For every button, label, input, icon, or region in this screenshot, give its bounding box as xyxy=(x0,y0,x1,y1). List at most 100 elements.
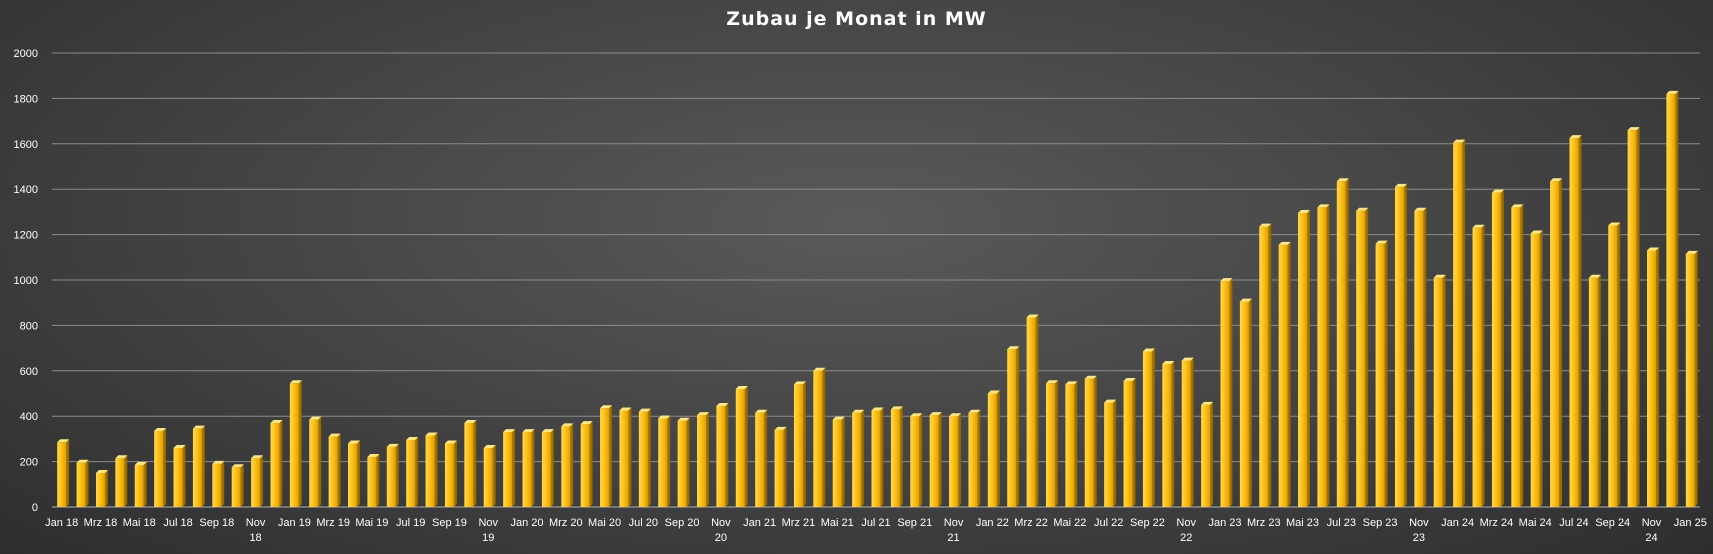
bar xyxy=(774,426,787,507)
bar xyxy=(522,429,535,507)
bar xyxy=(1084,375,1097,507)
bar xyxy=(929,412,942,507)
x-tick-label: Nov 20 xyxy=(711,517,731,544)
x-tick-label: Mai 22 xyxy=(1053,517,1086,529)
y-tick-label: 200 xyxy=(20,457,38,469)
x-tick-label: Jan 22 xyxy=(976,517,1009,529)
bar xyxy=(1007,346,1020,507)
bar xyxy=(406,437,419,507)
bar xyxy=(57,439,70,507)
x-axis-tick-labels: Jan 18 Mrz 18 Mai 18 Jul 18 Sep 18 Nov 18 Jan 1… xyxy=(45,517,1707,544)
bar xyxy=(134,462,147,507)
bar xyxy=(173,444,186,507)
bar xyxy=(1453,139,1466,508)
y-tick-label: 800 xyxy=(20,320,38,332)
x-tick-label: Jul 22 xyxy=(1094,517,1123,529)
bar xyxy=(910,413,923,507)
x-tick-label: Mai 21 xyxy=(821,517,854,529)
bar xyxy=(1026,314,1039,507)
x-tick-label: Jan 20 xyxy=(510,517,543,529)
bar xyxy=(1472,224,1485,508)
x-tick-label: Jul 23 xyxy=(1327,517,1356,529)
bar xyxy=(1491,189,1504,508)
bar xyxy=(1104,399,1117,507)
bar xyxy=(348,440,361,507)
x-tick-label: Mai 23 xyxy=(1286,517,1319,529)
x-tick-label: Mai 24 xyxy=(1519,517,1552,529)
bar xyxy=(1627,127,1640,508)
x-tick-label: Mai 19 xyxy=(355,517,388,529)
bar xyxy=(735,385,748,507)
bar xyxy=(561,423,574,507)
bar xyxy=(813,367,826,507)
bar xyxy=(852,409,865,507)
y-tick-label: 400 xyxy=(20,411,38,423)
bar xyxy=(425,432,438,507)
x-tick-label: Mrz 23 xyxy=(1247,517,1281,529)
x-tick-label: Sep 21 xyxy=(897,517,932,529)
bar xyxy=(1608,222,1621,507)
bar xyxy=(832,416,845,507)
bar xyxy=(1162,360,1175,507)
bar xyxy=(1220,278,1233,507)
bar xyxy=(1394,183,1407,507)
x-tick-label: Mrz 19 xyxy=(316,517,350,529)
bar xyxy=(483,444,496,507)
x-tick-label: Sep 19 xyxy=(432,517,467,529)
bar xyxy=(1588,274,1601,507)
bar xyxy=(793,381,806,507)
y-tick-label: 1600 xyxy=(14,139,38,151)
bar xyxy=(115,455,128,507)
bar xyxy=(949,413,962,507)
bar xyxy=(192,425,205,507)
bar xyxy=(503,429,516,507)
y-tick-label: 1200 xyxy=(14,230,38,242)
bar xyxy=(1123,378,1136,507)
bar xyxy=(755,409,768,507)
x-tick-label: Mrz 22 xyxy=(1014,517,1048,529)
bar xyxy=(580,421,593,507)
bar xyxy=(619,407,632,507)
bar xyxy=(987,390,1000,507)
x-tick-label: Jul 19 xyxy=(396,517,425,529)
bar xyxy=(1685,250,1698,507)
x-tick-label: Mrz 20 xyxy=(549,517,583,529)
x-tick-label: Sep 24 xyxy=(1595,517,1630,529)
x-tick-label: Jan 25 xyxy=(1674,517,1707,529)
bar xyxy=(212,460,225,507)
bar xyxy=(444,440,457,507)
y-tick-label: 2000 xyxy=(14,48,38,60)
x-tick-label: Nov 24 xyxy=(1642,517,1662,544)
bar xyxy=(367,454,380,507)
bar xyxy=(638,408,651,507)
x-tick-label: Nov 21 xyxy=(944,517,964,544)
bar xyxy=(1259,223,1272,507)
bar xyxy=(309,416,322,507)
bar xyxy=(968,409,981,507)
x-tick-label: Nov 22 xyxy=(1176,517,1196,544)
x-tick-label: Mrz 24 xyxy=(1480,517,1514,529)
x-tick-label: Nov 23 xyxy=(1409,517,1429,544)
x-tick-label: Jan 19 xyxy=(278,517,311,529)
bar xyxy=(270,420,283,507)
bars xyxy=(57,90,1698,508)
bar xyxy=(1278,241,1291,507)
bar xyxy=(464,420,477,507)
y-tick-label: 1400 xyxy=(14,184,38,196)
bar xyxy=(289,380,302,507)
x-tick-label: Sep 18 xyxy=(199,517,234,529)
x-tick-label: Sep 20 xyxy=(665,517,700,529)
bar xyxy=(1511,204,1524,508)
bar xyxy=(1045,380,1058,507)
bar xyxy=(658,415,671,507)
bar xyxy=(1317,204,1330,508)
x-tick-label: Mrz 21 xyxy=(782,517,816,529)
bar xyxy=(386,443,399,507)
bar xyxy=(890,406,903,507)
bar xyxy=(1666,90,1679,508)
bar xyxy=(1569,135,1582,507)
bar xyxy=(1142,348,1155,507)
x-tick-label: Jul 20 xyxy=(629,517,658,529)
